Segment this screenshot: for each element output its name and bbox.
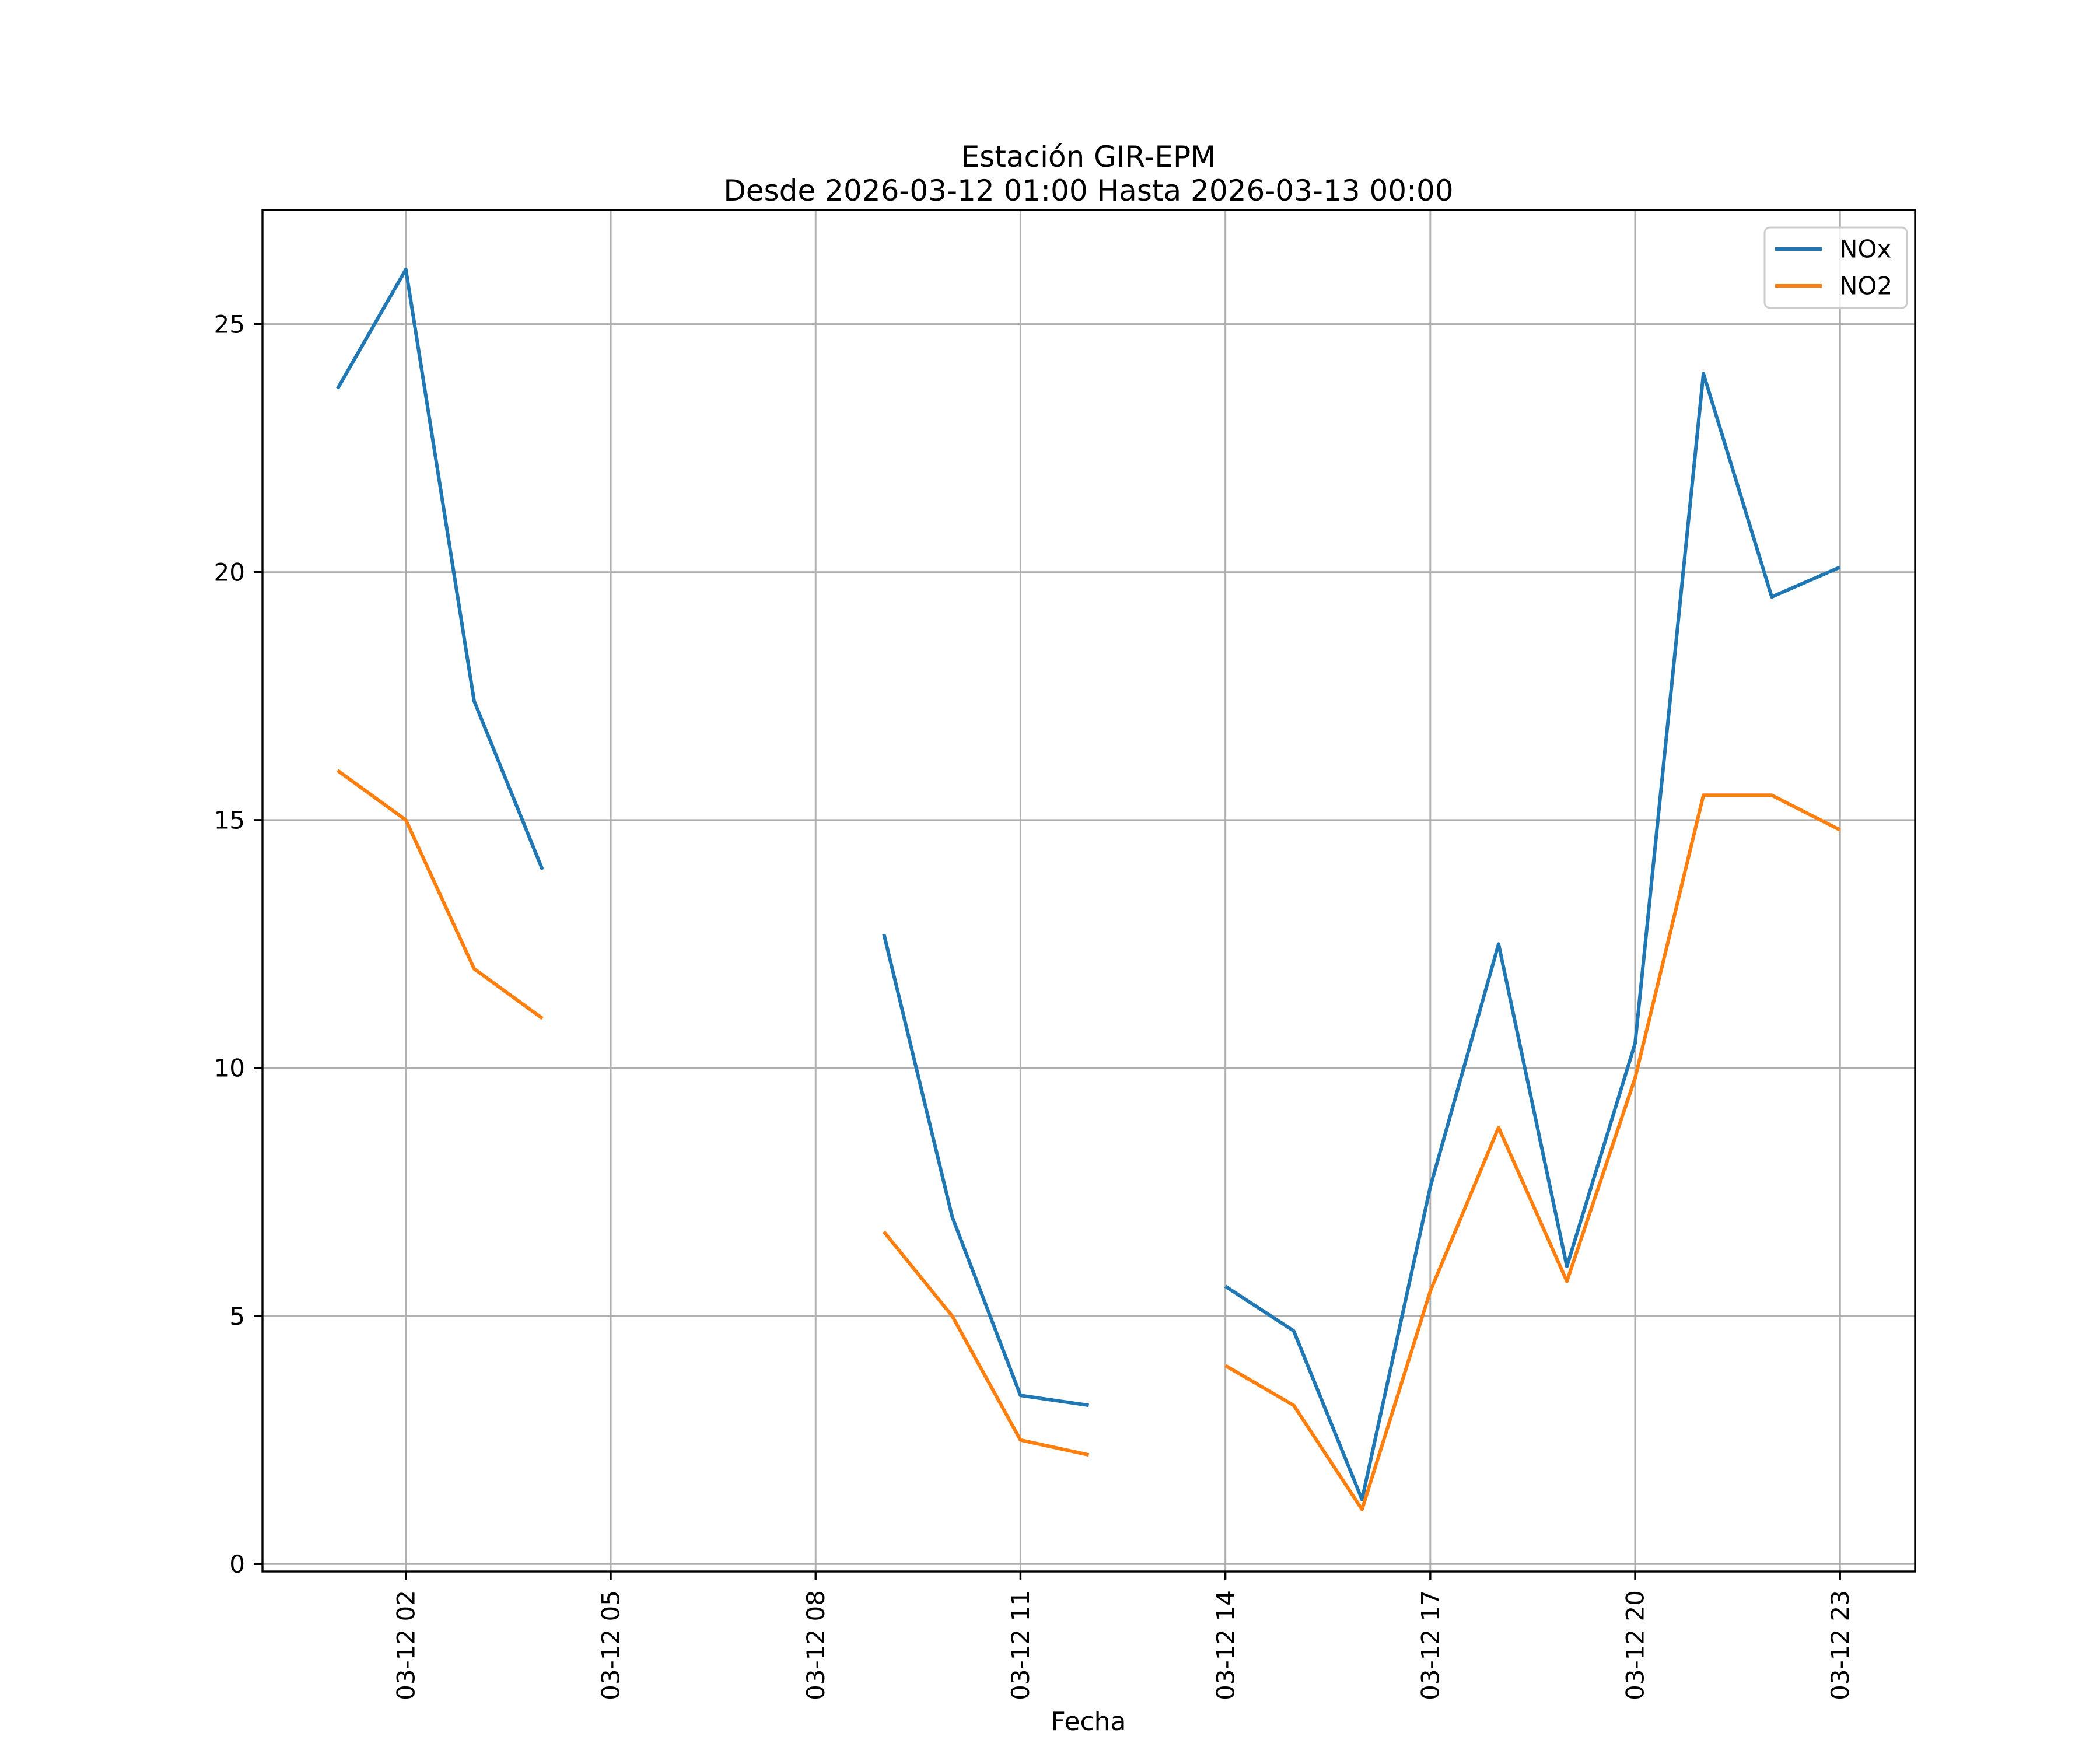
legend-label-no2: NO2 (1839, 272, 1892, 300)
plot-border (261, 209, 1916, 1573)
x-tick-label: 03-12 17 (1416, 1590, 1445, 1700)
series-line-no2 (337, 769, 1841, 1511)
y-tick-label: 5 (229, 1302, 245, 1331)
x-axis-label: Fecha (1051, 1707, 1126, 1737)
y-tick-label: 15 (214, 806, 245, 835)
legend: NOx NO2 (1763, 226, 1908, 309)
y-tick-label: 0 (229, 1550, 245, 1578)
x-tick-label: 03-12 02 (392, 1590, 421, 1700)
axes: 03-12 02 03-12 05 03-12 08 03-12 11 03-12 14… (214, 209, 1916, 1700)
chart-subtitle: Desde 2026-03-12 01:00 Hasta 2026-03-13 … (723, 174, 1453, 208)
x-tick-label: 03-12 11 (1006, 1590, 1035, 1700)
grid-lines (262, 210, 1915, 1572)
series-line-nox (336, 268, 1841, 1502)
chart-title: Estación GIR-EPM (961, 140, 1216, 174)
series-lines (336, 268, 1841, 1511)
x-tick-label: 03-12 23 (1826, 1590, 1854, 1700)
y-tick-label: 20 (214, 558, 245, 586)
y-tick-label: 25 (214, 310, 245, 338)
legend-label-nox: NOx (1839, 235, 1891, 264)
x-tick-label: 03-12 05 (597, 1590, 625, 1700)
x-tick-label: 03-12 20 (1621, 1590, 1650, 1700)
x-tick-label: 03-12 08 (802, 1590, 830, 1700)
x-tick-label: 03-12 14 (1211, 1590, 1240, 1700)
y-tick-label: 10 (214, 1054, 245, 1083)
